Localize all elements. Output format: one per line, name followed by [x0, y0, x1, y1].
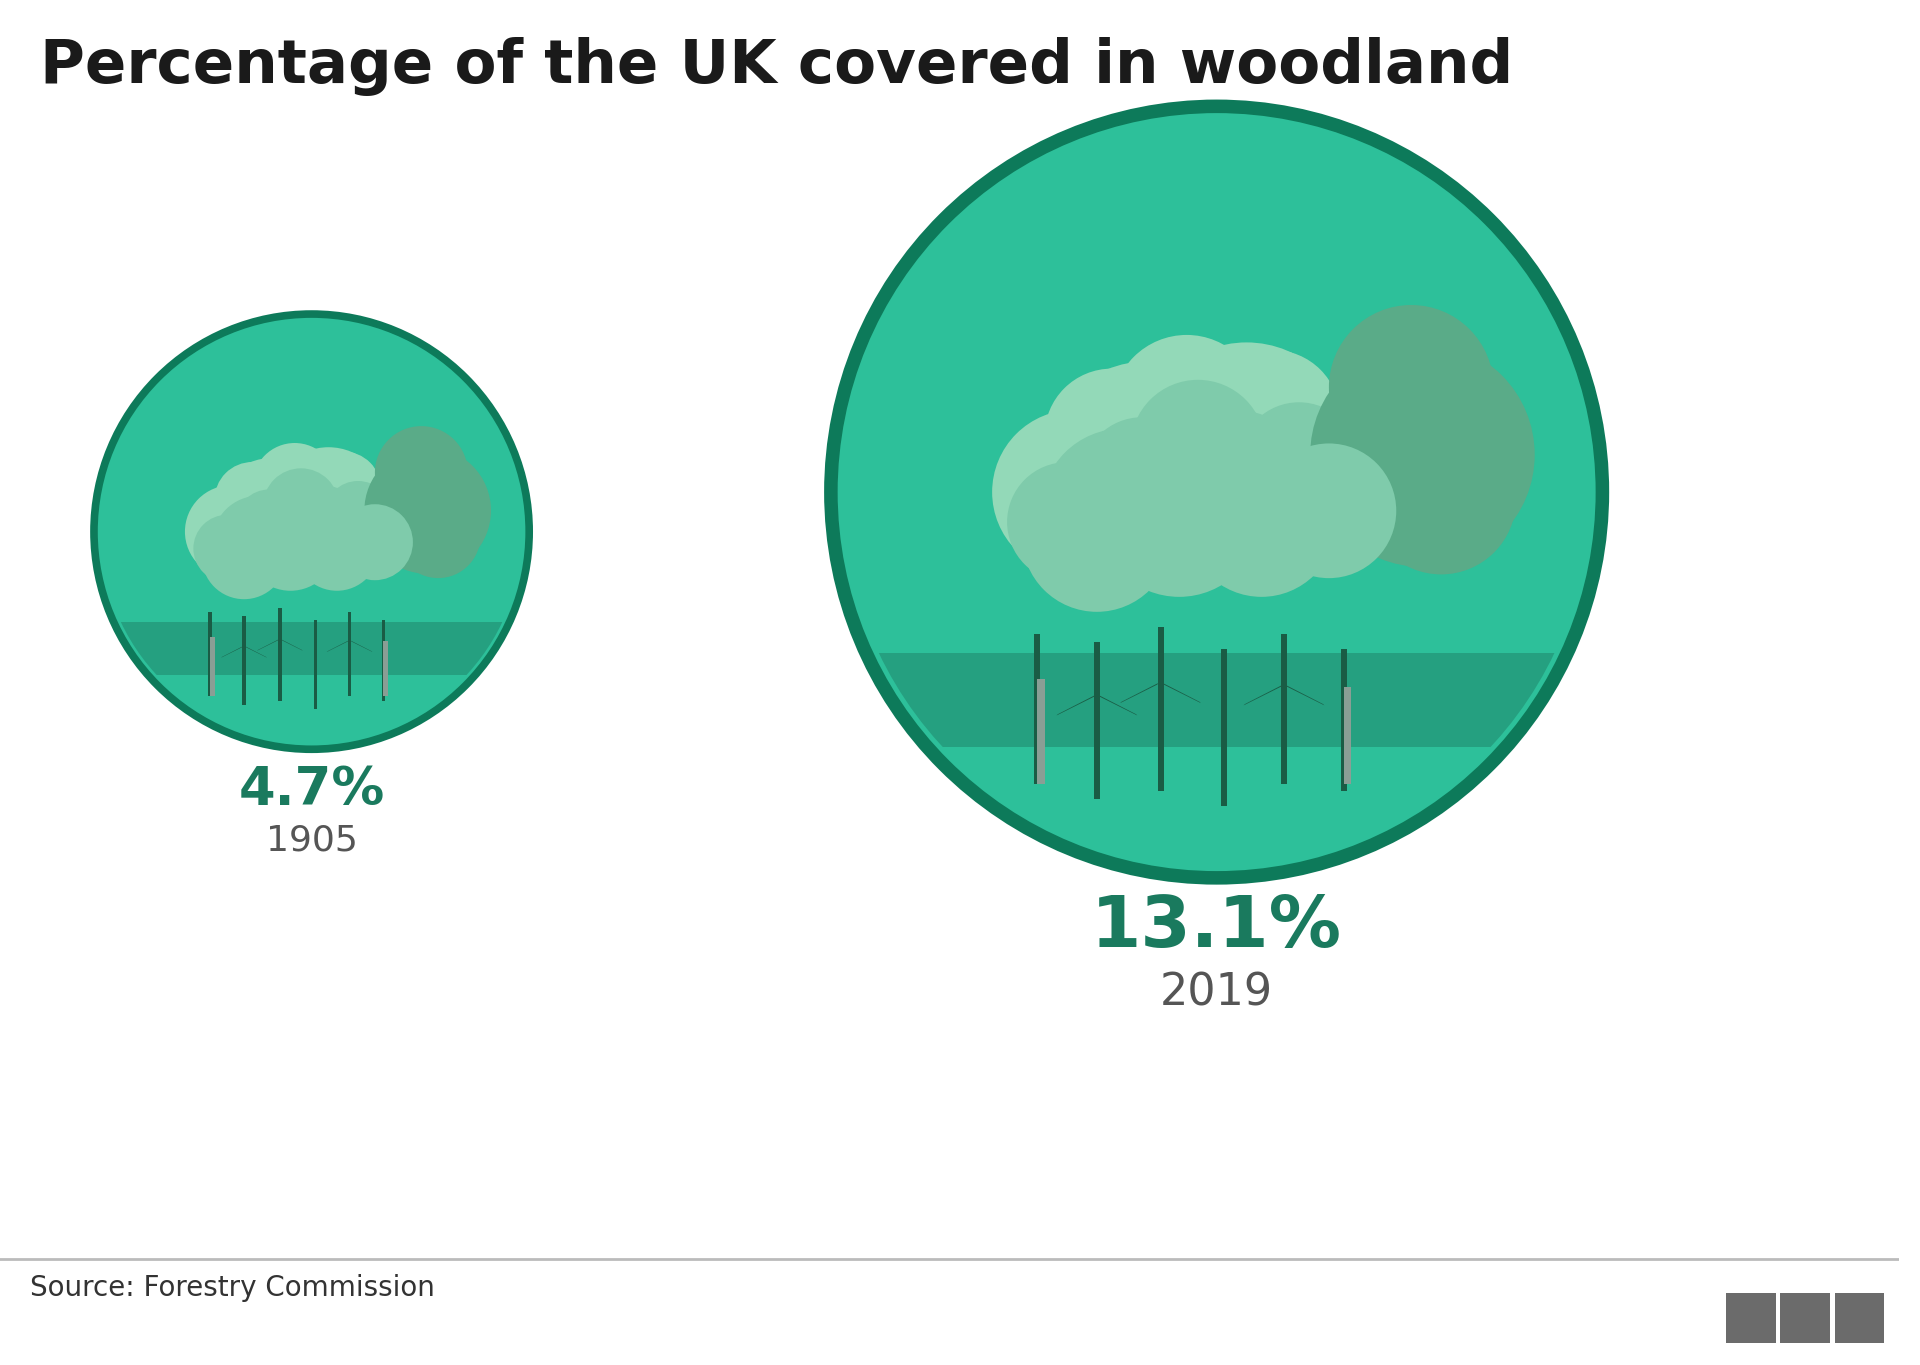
Text: 1905: 1905 [265, 823, 357, 857]
Circle shape [269, 448, 388, 565]
Circle shape [244, 498, 336, 591]
Text: Source: Forestry Commission: Source: Forestry Commission [29, 1274, 434, 1301]
Circle shape [1306, 405, 1442, 541]
Bar [843, 652, 1592, 747]
Polygon shape [246, 647, 267, 658]
Circle shape [1261, 444, 1396, 579]
Text: B: B [1793, 1304, 1816, 1332]
Circle shape [280, 485, 365, 569]
Bar [315, 620, 317, 708]
Circle shape [1246, 399, 1396, 549]
Polygon shape [1164, 682, 1200, 703]
Bar [1158, 627, 1164, 792]
Circle shape [1142, 343, 1352, 551]
FancyBboxPatch shape [1726, 1293, 1776, 1343]
Circle shape [1238, 403, 1359, 521]
Circle shape [194, 515, 261, 583]
Polygon shape [1100, 696, 1137, 715]
Polygon shape [221, 647, 242, 658]
Bar [209, 637, 215, 696]
FancyBboxPatch shape [1780, 1293, 1830, 1343]
Circle shape [365, 448, 492, 573]
Text: C: C [1849, 1304, 1870, 1332]
Circle shape [94, 314, 530, 749]
Text: 13.1%: 13.1% [1091, 893, 1342, 962]
Polygon shape [257, 639, 278, 651]
Circle shape [1021, 463, 1171, 612]
Bar [1340, 650, 1346, 792]
Bar [348, 612, 351, 696]
Bar [1037, 680, 1044, 784]
Circle shape [263, 468, 340, 545]
Circle shape [1367, 425, 1517, 575]
Polygon shape [1286, 685, 1325, 706]
Circle shape [1096, 433, 1261, 597]
Circle shape [236, 490, 303, 557]
Circle shape [831, 106, 1603, 878]
Bar [209, 612, 211, 696]
Circle shape [1309, 343, 1534, 566]
Circle shape [1112, 334, 1261, 485]
Bar [278, 607, 282, 700]
Polygon shape [1056, 696, 1094, 715]
Circle shape [215, 461, 290, 538]
Circle shape [1041, 429, 1206, 594]
Circle shape [213, 495, 305, 588]
Circle shape [363, 483, 438, 560]
Circle shape [328, 479, 413, 564]
FancyBboxPatch shape [1836, 1293, 1884, 1343]
Bar [100, 622, 522, 676]
Polygon shape [351, 640, 372, 652]
Circle shape [1131, 379, 1265, 515]
Circle shape [202, 515, 286, 599]
Circle shape [1160, 410, 1309, 560]
Circle shape [324, 480, 392, 549]
Text: B: B [1740, 1304, 1763, 1332]
Circle shape [1187, 448, 1336, 597]
Circle shape [184, 485, 278, 579]
Text: 2019: 2019 [1160, 972, 1273, 1014]
Circle shape [374, 426, 468, 519]
Circle shape [252, 444, 336, 527]
Circle shape [1008, 463, 1127, 581]
Circle shape [305, 452, 382, 527]
Text: Percentage of the UK covered in woodland: Percentage of the UK covered in woodland [40, 37, 1513, 96]
Bar [1221, 650, 1227, 807]
Circle shape [294, 506, 378, 591]
Bar [1344, 687, 1352, 784]
Circle shape [396, 494, 480, 579]
Polygon shape [1244, 685, 1281, 706]
Polygon shape [1119, 682, 1158, 703]
Circle shape [1206, 349, 1340, 485]
Bar [1094, 642, 1100, 799]
Bar [382, 620, 384, 700]
Bar [1033, 635, 1041, 784]
Bar [1281, 635, 1286, 784]
Circle shape [1044, 369, 1179, 504]
Bar [384, 642, 388, 696]
Circle shape [1329, 304, 1494, 470]
Polygon shape [282, 639, 303, 651]
Circle shape [993, 410, 1156, 575]
Bar [242, 616, 246, 704]
Circle shape [211, 457, 336, 584]
Circle shape [1037, 362, 1261, 586]
Circle shape [1083, 418, 1202, 536]
Polygon shape [326, 640, 348, 652]
Text: 4.7%: 4.7% [238, 764, 384, 816]
Circle shape [336, 504, 413, 580]
